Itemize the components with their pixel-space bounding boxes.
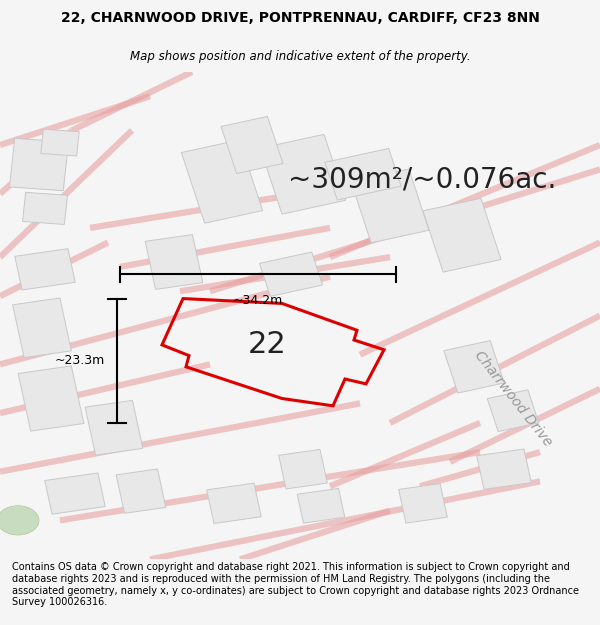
Polygon shape bbox=[13, 298, 71, 358]
Text: 22: 22 bbox=[248, 331, 286, 359]
Text: 22, CHARNWOOD DRIVE, PONTPRENNAU, CARDIFF, CF23 8NN: 22, CHARNWOOD DRIVE, PONTPRENNAU, CARDIF… bbox=[61, 11, 539, 25]
Polygon shape bbox=[45, 473, 105, 514]
Text: ~23.3m: ~23.3m bbox=[55, 354, 105, 367]
Polygon shape bbox=[487, 390, 539, 432]
Polygon shape bbox=[444, 341, 504, 393]
Polygon shape bbox=[259, 252, 323, 296]
Polygon shape bbox=[23, 192, 67, 224]
Polygon shape bbox=[351, 169, 429, 243]
Polygon shape bbox=[207, 483, 261, 524]
Text: ~34.2m: ~34.2m bbox=[233, 294, 283, 307]
Polygon shape bbox=[423, 198, 501, 272]
Text: Charrwood Drive: Charrwood Drive bbox=[472, 348, 554, 449]
Polygon shape bbox=[41, 129, 79, 156]
Polygon shape bbox=[221, 116, 283, 174]
Polygon shape bbox=[18, 366, 84, 431]
Polygon shape bbox=[145, 234, 203, 289]
Polygon shape bbox=[297, 488, 345, 523]
Polygon shape bbox=[325, 149, 401, 200]
Polygon shape bbox=[260, 134, 346, 214]
Polygon shape bbox=[398, 484, 448, 523]
Polygon shape bbox=[15, 249, 75, 290]
Text: Contains OS data © Crown copyright and database right 2021. This information is : Contains OS data © Crown copyright and d… bbox=[12, 562, 579, 608]
Polygon shape bbox=[278, 449, 328, 489]
Ellipse shape bbox=[0, 506, 39, 535]
Text: ~309m²/~0.076ac.: ~309m²/~0.076ac. bbox=[288, 165, 556, 193]
Polygon shape bbox=[181, 140, 263, 223]
Polygon shape bbox=[85, 401, 143, 455]
Text: Map shows position and indicative extent of the property.: Map shows position and indicative extent… bbox=[130, 49, 470, 62]
Polygon shape bbox=[477, 449, 531, 489]
Polygon shape bbox=[116, 469, 166, 513]
Polygon shape bbox=[10, 138, 68, 191]
